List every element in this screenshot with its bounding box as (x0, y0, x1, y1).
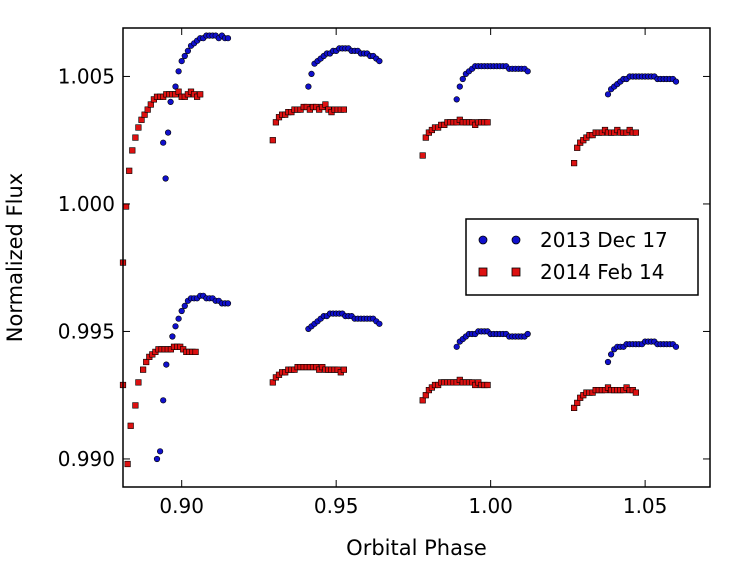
legend-marker-feb (511, 267, 521, 277)
point-feb14 (129, 147, 136, 154)
point-feb14 (141, 111, 148, 118)
point-feb14 (322, 101, 329, 108)
point-feb14 (143, 358, 150, 366)
point-feb14 (135, 124, 142, 131)
x-tick-label: 0.90 (159, 494, 204, 518)
point-feb14 (126, 167, 133, 174)
point-dec17 (162, 175, 169, 182)
point-dec17 (456, 83, 463, 90)
point-feb14 (574, 399, 581, 407)
point-feb14 (175, 88, 182, 95)
point-dec17 (524, 68, 531, 75)
y-tick-label: 1.005 (58, 64, 115, 88)
point-feb14 (269, 137, 276, 144)
point-feb14 (197, 91, 204, 98)
y-axis-ticks: 0.990 0.995 1.000 1.005 (58, 64, 710, 471)
point-dec17 (167, 98, 174, 105)
point-feb14 (144, 106, 151, 113)
point-feb14 (422, 392, 429, 399)
y-tick-label: 0.990 (58, 447, 115, 471)
point-feb14 (484, 381, 491, 389)
y-axis-label: Normalized Flux (3, 173, 27, 342)
legend-marker-feb (478, 267, 488, 277)
data-points (119, 32, 680, 468)
plot-frame (122, 27, 711, 488)
point-dec17 (604, 91, 612, 98)
x-tick-label: 1.05 (623, 494, 668, 518)
point-dec17 (165, 129, 172, 136)
point-dec17 (178, 57, 185, 65)
point-feb14 (123, 203, 130, 210)
point-feb14 (269, 379, 276, 386)
point-feb14 (147, 101, 154, 108)
point-dec17 (157, 448, 164, 455)
point-feb14 (570, 160, 578, 167)
point-feb14 (272, 119, 280, 126)
x-axis-ticks: 0.90 0.95 1.00 1.05 (159, 28, 667, 518)
point-feb14 (632, 389, 639, 396)
point-feb14 (124, 460, 131, 468)
point-dec17 (160, 139, 167, 146)
point-feb14 (570, 404, 578, 412)
point-feb14 (135, 379, 142, 386)
point-dec17 (604, 358, 612, 366)
point-dec17 (672, 343, 680, 350)
point-dec17 (376, 320, 383, 327)
x-axis-label: Orbital Phase (346, 536, 487, 560)
point-dec17 (181, 52, 188, 60)
point-feb14 (127, 422, 134, 429)
point-dec17 (305, 83, 312, 90)
point-feb14 (632, 129, 639, 136)
point-dec17 (453, 343, 460, 350)
point-dec17 (459, 75, 466, 83)
legend-label-feb: 2014 Feb 14 (540, 260, 664, 284)
point-feb14 (419, 152, 426, 159)
point-dec17 (153, 455, 161, 463)
point-dec17 (607, 351, 615, 358)
point-feb14 (340, 106, 348, 113)
point-feb14 (419, 397, 426, 404)
point-feb14 (574, 144, 581, 151)
point-dec17 (169, 333, 176, 340)
x-tick-label: 1.00 (468, 494, 513, 518)
point-feb14 (340, 366, 348, 373)
point-dec17 (163, 361, 170, 368)
point-dec17 (175, 68, 182, 75)
point-dec17 (224, 300, 232, 307)
point-feb14 (484, 119, 491, 126)
point-feb14 (138, 116, 145, 123)
point-dec17 (160, 397, 167, 404)
point-dec17 (376, 57, 383, 65)
point-feb14 (140, 366, 147, 373)
point-dec17 (524, 330, 531, 338)
point-dec17 (172, 323, 179, 330)
point-dec17 (178, 307, 185, 315)
point-dec17 (224, 35, 232, 42)
point-feb14 (132, 134, 139, 141)
x-tick-label: 0.95 (314, 494, 359, 518)
point-feb14 (422, 134, 429, 141)
point-dec17 (672, 78, 680, 85)
point-dec17 (175, 315, 182, 322)
y-tick-label: 0.995 (58, 319, 115, 343)
point-dec17 (181, 302, 188, 310)
legend: 2013 Dec 17 2014 Feb 14 (465, 218, 699, 296)
y-tick-label: 1.000 (58, 192, 115, 216)
point-dec17 (172, 83, 179, 90)
point-dec17 (453, 96, 460, 103)
legend-label-dec: 2013 Dec 17 (540, 228, 668, 252)
point-feb14 (132, 402, 139, 409)
point-dec17 (308, 70, 315, 77)
legend-frame (465, 218, 699, 296)
legend-marker-dec (478, 235, 488, 245)
legend-marker-dec (511, 235, 521, 245)
point-dec17 (184, 47, 191, 55)
point-feb14 (192, 348, 199, 356)
